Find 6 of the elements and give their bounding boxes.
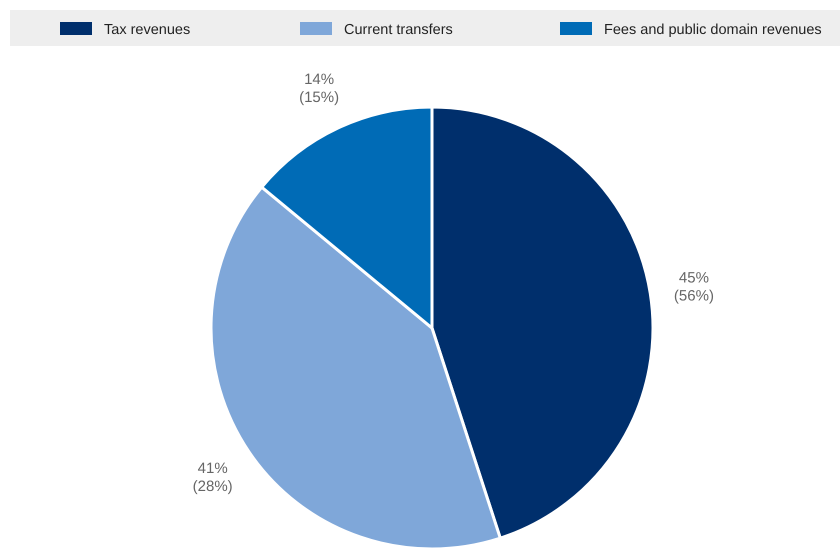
legend-label: Tax revenues	[104, 22, 190, 38]
data-label: 41% (28%)	[192, 460, 233, 496]
data-label: 45% (56%)	[674, 270, 714, 305]
legend-label: Fees and public domain revenues	[604, 22, 822, 38]
data-label: 14% (15%)	[299, 71, 340, 106]
legend-label: Current transfers	[344, 22, 453, 38]
